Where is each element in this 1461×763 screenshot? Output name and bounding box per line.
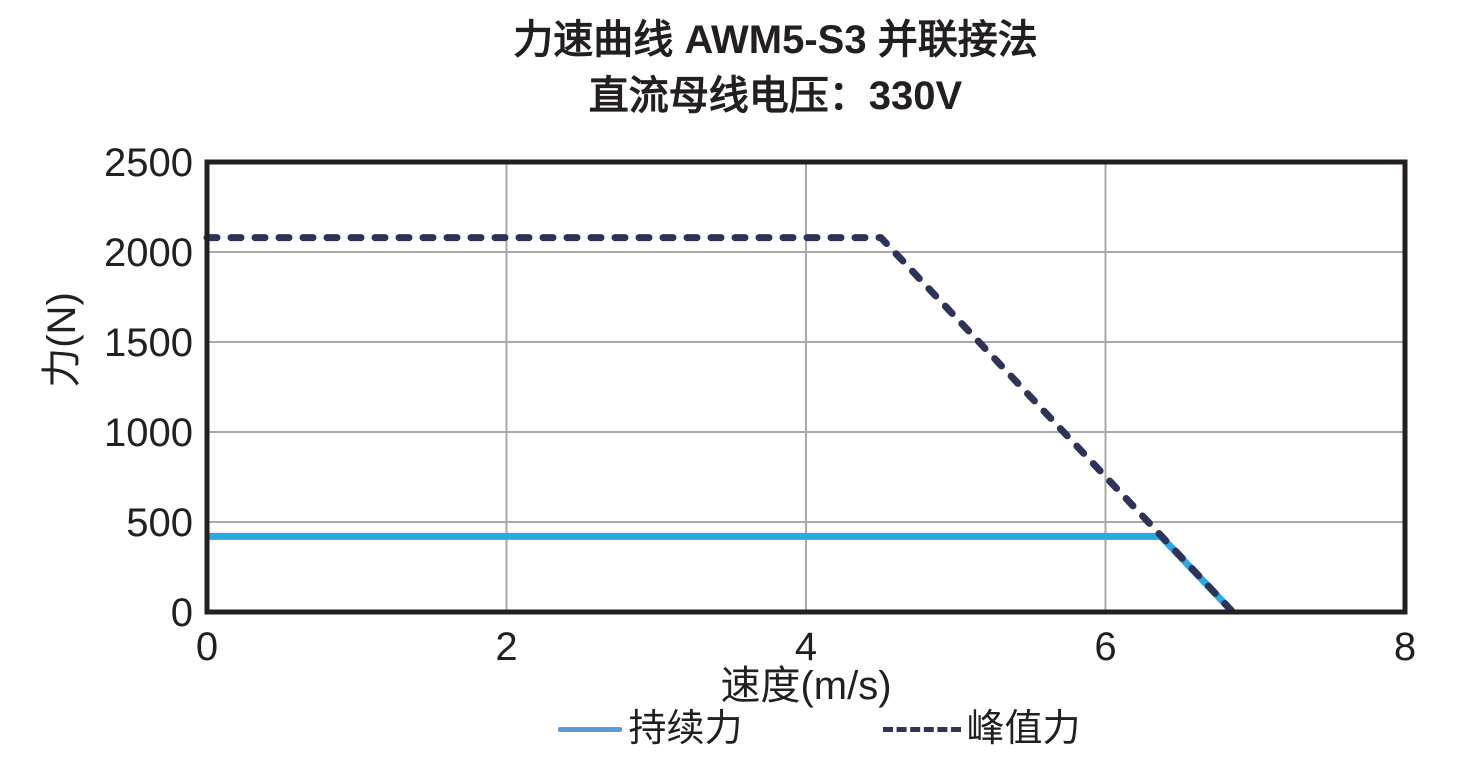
legend-label-continuous-force: 持续力	[628, 708, 743, 750]
plot-frame-layer	[204, 159, 1408, 615]
peak-force-line-swatch	[882, 726, 961, 732]
chart-subtitle: 直流母线电压：330V	[588, 74, 963, 118]
continuous-force-line-swatch	[558, 726, 623, 732]
grid-layer	[207, 162, 1405, 612]
legend-item-peak-force: 峰值力	[882, 708, 1081, 750]
legend: 持续力 峰值力	[178, 710, 1461, 748]
tick-label-layer: 0 500 1000 1500 2000 2500 0 2 4 6 8	[104, 141, 1416, 669]
series-line-1	[203, 234, 1237, 616]
x-tick-label: 4	[795, 625, 817, 669]
x-axis-label: 速度(m/s)	[720, 664, 892, 708]
x-tick-label: 0	[196, 625, 218, 669]
legend-item-continuous-force: 持续力	[558, 708, 743, 750]
y-tick-label: 2500	[104, 141, 193, 185]
series-line-0	[207, 532, 1236, 615]
legend-label-peak-force: 峰值力	[966, 708, 1081, 750]
chart-title: 力速曲线 AWM5-S3 并联接法	[513, 18, 1038, 62]
x-tick-label: 2	[495, 625, 517, 669]
y-axis-label: 力(N)	[40, 292, 84, 388]
y-tick-label: 2000	[104, 231, 193, 275]
chart-title-block: 力速曲线 AWM5-S3 并联接法 直流母线电压：330V	[90, 12, 1461, 124]
x-tick-label: 6	[1094, 625, 1116, 669]
y-tick-label: 1500	[104, 321, 193, 365]
x-tick-label: 8	[1394, 625, 1416, 669]
y-tick-label: 0	[171, 591, 193, 635]
series-layer	[203, 234, 1237, 616]
y-tick-label: 1000	[104, 411, 193, 455]
plot-border	[204, 159, 1408, 615]
y-tick-label: 500	[126, 501, 193, 545]
